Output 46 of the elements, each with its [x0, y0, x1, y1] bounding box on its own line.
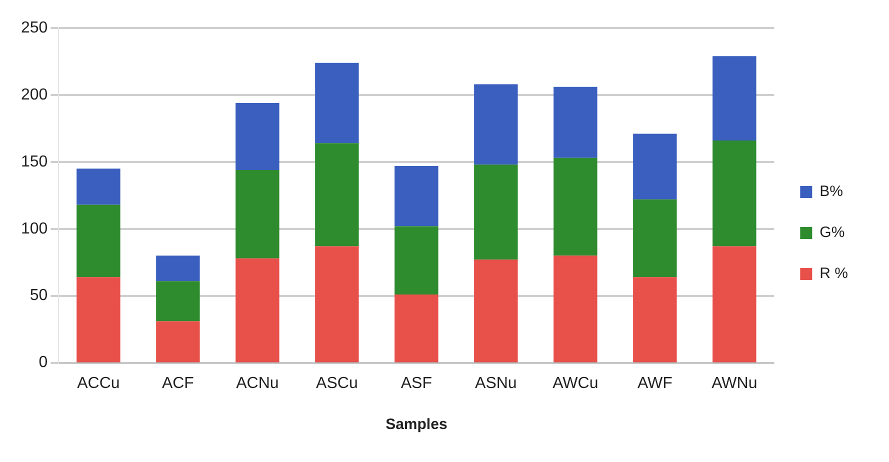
- bar: [554, 158, 598, 256]
- bar: [633, 199, 677, 278]
- bar: [315, 62, 359, 144]
- bar: [236, 102, 280, 170]
- bar: [633, 134, 677, 200]
- y-tick-label: 0: [38, 354, 48, 372]
- bar: [156, 321, 200, 362]
- bar: [315, 246, 359, 362]
- x-tick-label: ASCu: [316, 374, 358, 392]
- y-tick-label: 100: [20, 220, 48, 238]
- bar: [712, 140, 756, 246]
- x-tick-label: ASF: [400, 374, 432, 392]
- x-tick-label: ASNu: [475, 374, 517, 392]
- bar: [156, 281, 200, 322]
- bar: [76, 204, 120, 278]
- y-tick-label: 150: [20, 153, 48, 170]
- x-tick-label: AWF: [637, 374, 673, 392]
- bar: [156, 256, 200, 282]
- bar: [394, 226, 438, 294]
- bar: [554, 86, 598, 158]
- bar: [236, 258, 280, 362]
- x-tick-label: ACNu: [236, 374, 279, 392]
- bar: [712, 56, 756, 140]
- legend-label: G%: [820, 224, 845, 242]
- bar: [554, 256, 598, 362]
- bar: [633, 277, 677, 362]
- y-tick-label: 200: [20, 86, 48, 104]
- x-tick-label: AWCu: [552, 374, 598, 392]
- x-tick-label: AWNu: [712, 374, 758, 392]
- bar: [394, 294, 438, 362]
- bar: [712, 246, 756, 362]
- x-tick-label: ACF: [162, 374, 194, 392]
- x-axis-title: Samples: [386, 416, 448, 434]
- y-tick-label: 50: [30, 287, 48, 304]
- bar: [474, 84, 518, 165]
- legend-label: B%: [820, 183, 844, 200]
- x-tick-label: ACCu: [77, 374, 120, 392]
- bar: [474, 164, 518, 260]
- bar: [76, 277, 120, 362]
- y-tick-label: 250: [20, 19, 48, 36]
- bar: [236, 170, 280, 258]
- bar: [315, 143, 359, 246]
- bar: [474, 260, 518, 362]
- legend-label: R %: [820, 265, 848, 282]
- bar: [394, 166, 438, 226]
- bar: [76, 168, 120, 205]
